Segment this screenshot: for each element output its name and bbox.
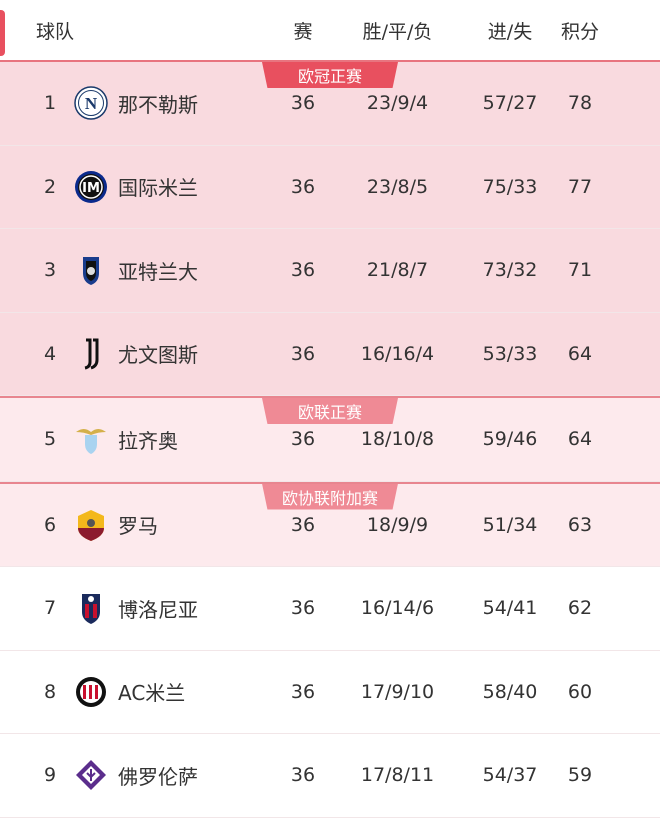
table-row[interactable]: 欧冠正赛 1 N 那不勒斯 36 23/9/4 57/27 78 (0, 62, 660, 146)
table-row[interactable]: 9 佛罗伦萨 36 17/8/11 54/37 59 (0, 734, 660, 818)
table-row[interactable]: 7 博洛尼亚 36 16/14/6 54/41 62 (0, 567, 660, 651)
games: 36 (290, 597, 316, 620)
goals-for-against: 59/46 (482, 428, 538, 451)
goals-for-against: 73/32 (482, 259, 538, 282)
win-draw-loss: 23/8/5 (366, 175, 429, 198)
inter-crest-icon: IM (74, 170, 108, 204)
table-row[interactable]: 欧联正赛 5 拉齐奥 36 18/10/8 59/46 64 (0, 396, 660, 482)
games: 36 (290, 342, 316, 365)
table-header: 球队 赛 胜/平/负 进/失 积分 (0, 0, 660, 62)
rank: 5 (43, 428, 57, 451)
table-row[interactable]: 2 IM 国际米兰 36 23/8/5 75/33 77 (0, 145, 660, 229)
win-draw-loss: 21/8/7 (366, 259, 429, 282)
goals-for-against: 54/37 (482, 764, 538, 787)
games: 36 (290, 513, 316, 536)
header-wdl: 胜/平/负 (362, 20, 433, 43)
svg-text:IM: IM (82, 181, 100, 196)
table-row[interactable]: 3 亚特兰大 36 21/8/7 73/32 71 (0, 229, 660, 313)
points: 59 (567, 764, 593, 787)
win-draw-loss: 18/9/9 (366, 513, 429, 536)
table-row[interactable]: 8 AC米兰 36 17/9/10 58/40 60 (0, 651, 660, 734)
goals-for-against: 53/33 (482, 342, 538, 365)
team-name[interactable]: 拉齐奥 (118, 428, 178, 453)
games: 36 (290, 680, 316, 703)
juventus-crest-icon (74, 337, 108, 371)
games: 36 (290, 428, 316, 451)
zone-badge-champions-league: 欧冠正赛 (262, 62, 398, 88)
team-name[interactable]: 佛罗伦萨 (118, 764, 198, 789)
milan-crest-icon (74, 675, 108, 709)
points: 71 (567, 259, 593, 282)
team-name[interactable]: AC米兰 (118, 681, 186, 706)
rank: 7 (43, 597, 57, 620)
roma-crest-icon (74, 508, 108, 542)
goals-for-against: 57/27 (482, 92, 538, 115)
games: 36 (290, 175, 316, 198)
win-draw-loss: 17/9/10 (360, 680, 435, 703)
header-goals: 进/失 (487, 20, 533, 43)
standings-table: 欧冠正赛 1 N 那不勒斯 36 23/9/4 57/27 78 2 IM 国际米兰… (0, 62, 660, 818)
lazio-crest-icon (74, 422, 108, 456)
points: 62 (567, 597, 593, 620)
napoli-crest-icon: N (74, 86, 108, 120)
points: 60 (567, 680, 593, 703)
team-name[interactable]: 博洛尼亚 (118, 597, 198, 622)
fiorentina-crest-icon (74, 758, 108, 792)
points: 64 (567, 428, 593, 451)
rank: 3 (43, 259, 57, 282)
bologna-crest-icon (74, 591, 108, 625)
rank: 1 (43, 92, 57, 115)
team-name[interactable]: 国际米兰 (118, 176, 198, 201)
win-draw-loss: 23/9/4 (366, 92, 429, 115)
header-accent (0, 10, 5, 56)
win-draw-loss: 18/10/8 (360, 428, 435, 451)
header-points: 积分 (560, 20, 599, 43)
rank: 6 (43, 513, 57, 536)
team-name[interactable]: 尤文图斯 (118, 343, 198, 368)
team-name[interactable]: 罗马 (118, 514, 158, 539)
goals-for-against: 54/41 (482, 597, 538, 620)
rank: 9 (43, 764, 57, 787)
rank: 4 (43, 342, 57, 365)
team-name[interactable]: 那不勒斯 (118, 92, 198, 117)
rank: 8 (43, 680, 57, 703)
goals-for-against: 75/33 (482, 175, 538, 198)
goals-for-against: 58/40 (482, 680, 538, 703)
atalanta-crest-icon (74, 253, 108, 287)
win-draw-loss: 17/8/11 (360, 764, 435, 787)
games: 36 (290, 764, 316, 787)
header-team: 球队 (36, 20, 75, 43)
win-draw-loss: 16/16/4 (360, 342, 435, 365)
win-draw-loss: 16/14/6 (360, 597, 435, 620)
points: 78 (567, 92, 593, 115)
zone-badge-conference-playoff: 欧协联附加赛 (262, 483, 398, 510)
goals-for-against: 51/34 (482, 513, 538, 536)
table-row[interactable]: 4 尤文图斯 36 16/16/4 53/33 64 (0, 312, 660, 396)
svg-text:N: N (85, 94, 98, 113)
games: 36 (290, 259, 316, 282)
games: 36 (290, 92, 316, 115)
team-name[interactable]: 亚特兰大 (118, 259, 198, 284)
table-row[interactable]: 欧协联附加赛 6 罗马 36 18/9/9 51/34 63 (0, 481, 660, 567)
points: 77 (567, 175, 593, 198)
header-games: 赛 (293, 20, 313, 43)
points: 63 (567, 513, 593, 536)
zone-badge-europa-league: 欧联正赛 (262, 398, 398, 424)
rank: 2 (43, 175, 57, 198)
points: 64 (567, 342, 593, 365)
